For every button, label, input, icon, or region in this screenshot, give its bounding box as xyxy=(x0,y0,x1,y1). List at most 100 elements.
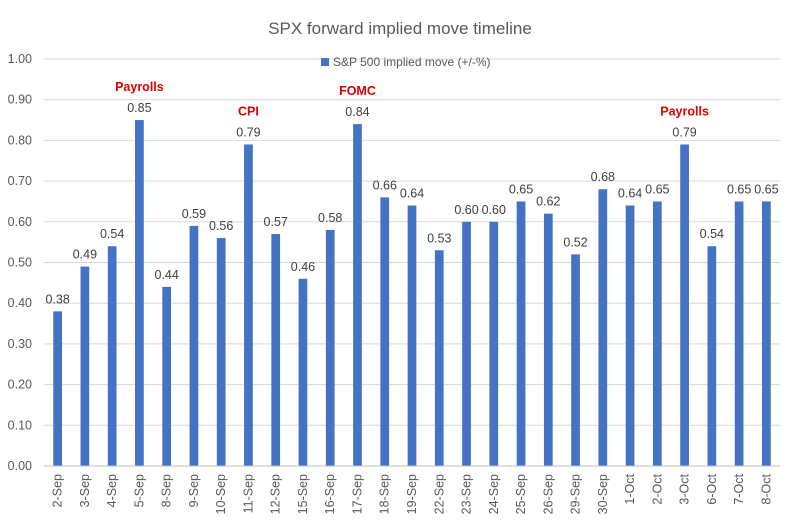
data-label: 0.84 xyxy=(345,105,369,119)
x-tick-label: 1-Oct xyxy=(623,473,637,504)
y-tick-label: 0.40 xyxy=(8,296,32,310)
y-tick-label: 0.20 xyxy=(8,378,32,392)
bar xyxy=(107,246,117,466)
data-label: 0.65 xyxy=(509,182,533,196)
data-label: 0.65 xyxy=(754,182,778,196)
x-tick-label: 16-Sep xyxy=(323,474,337,514)
bar xyxy=(598,189,608,467)
bar xyxy=(80,266,90,466)
y-tick-label: 0.50 xyxy=(8,256,32,270)
x-tick-label: 25-Sep xyxy=(514,474,528,514)
data-label: 0.52 xyxy=(563,235,587,249)
x-tick-label: 6-Oct xyxy=(705,473,719,504)
data-label: 0.64 xyxy=(618,187,642,201)
data-label: 0.49 xyxy=(73,248,97,262)
bar xyxy=(762,201,771,466)
x-tick-label: 10-Sep xyxy=(214,474,228,514)
data-label: 0.64 xyxy=(400,187,424,201)
bars xyxy=(53,120,771,467)
data-label: 0.54 xyxy=(100,227,124,241)
y-tick-label: 0.10 xyxy=(8,418,32,432)
bar xyxy=(434,250,444,466)
bar xyxy=(707,246,717,466)
data-label: 0.79 xyxy=(672,125,696,139)
x-tick-label: 3-Sep xyxy=(78,474,92,507)
data-label: 0.59 xyxy=(182,207,206,221)
x-tick-label: 4-Sep xyxy=(105,474,119,507)
bar xyxy=(216,238,226,466)
y-tick-label: 0.60 xyxy=(8,215,32,229)
data-label: 0.60 xyxy=(482,203,506,217)
bar xyxy=(162,286,172,466)
data-label: 0.53 xyxy=(427,231,451,245)
y-axis-ticks: 0.00 0.10 0.20 0.30 0.40 0.50 0.60 0.70 0.80 0.90… xyxy=(8,52,32,473)
x-tick-label: 22-Sep xyxy=(432,474,446,514)
bar xyxy=(462,221,471,466)
data-label: 0.65 xyxy=(645,182,669,196)
bar xyxy=(489,221,499,466)
x-tick-label: 19-Sep xyxy=(405,474,419,514)
bar xyxy=(271,234,281,466)
x-tick-label: 2-Sep xyxy=(51,474,65,507)
event-annotation: Payrolls xyxy=(660,104,709,118)
event-annotation: CPI xyxy=(238,104,259,118)
y-tick-label: 0.80 xyxy=(8,133,32,147)
x-tick-label: 15-Sep xyxy=(296,474,310,514)
data-label: 0.85 xyxy=(127,101,151,115)
x-tick-label: 24-Sep xyxy=(487,474,501,514)
bar xyxy=(680,144,689,466)
bar xyxy=(189,225,199,466)
bar xyxy=(543,213,553,466)
x-tick-label: 2-Oct xyxy=(650,473,664,504)
event-annotations: Payrolls CPI FOMC Payrolls xyxy=(115,80,709,118)
x-tick-label: 17-Sep xyxy=(350,474,364,514)
legend-swatch xyxy=(321,58,329,66)
x-tick-label: 26-Sep xyxy=(541,474,555,514)
bar xyxy=(571,254,580,466)
bar xyxy=(353,124,362,467)
data-label: 0.54 xyxy=(700,227,724,241)
event-annotation: Payrolls xyxy=(115,80,164,94)
data-label: 0.57 xyxy=(264,215,288,229)
data-label: 0.79 xyxy=(236,125,260,139)
data-label: 0.44 xyxy=(154,268,178,282)
y-tick-label: 0.30 xyxy=(8,337,32,351)
y-tick-label: 0.00 xyxy=(8,459,32,473)
bar xyxy=(380,197,390,466)
x-tick-label: 3-Oct xyxy=(678,473,692,504)
bar xyxy=(516,201,526,466)
data-label: 0.62 xyxy=(536,195,560,209)
legend: S&P 500 implied move (+/-%) xyxy=(321,55,491,69)
data-label: 0.68 xyxy=(591,170,615,184)
data-label: 0.66 xyxy=(373,178,397,192)
x-tick-label: 5-Sep xyxy=(132,474,146,507)
x-tick-label: 9-Sep xyxy=(187,474,201,507)
bar xyxy=(53,311,62,466)
bar xyxy=(734,201,744,466)
bar xyxy=(298,278,308,466)
data-label: 0.46 xyxy=(291,260,315,274)
y-tick-label: 0.90 xyxy=(8,93,32,107)
bar xyxy=(652,201,662,466)
x-tick-label: 30-Sep xyxy=(596,474,610,514)
bar xyxy=(244,144,253,466)
x-axis-ticks: 2-Sep 3-Sep 4-Sep 5-Sep 8-Sep 9-Sep 10-Sep 11-S… xyxy=(51,473,774,514)
data-labels: 0.380.490.540.850.440.590.560.790.570.46… xyxy=(45,101,778,306)
x-tick-label: 11-Sep xyxy=(241,474,255,513)
y-tick-label: 0.70 xyxy=(8,174,32,188)
x-tick-label: 8-Sep xyxy=(160,474,174,507)
x-tick-label: 23-Sep xyxy=(460,474,474,514)
data-label: 0.38 xyxy=(45,292,69,306)
data-label: 0.65 xyxy=(727,182,751,196)
x-tick-label: 18-Sep xyxy=(378,474,392,514)
data-label: 0.56 xyxy=(209,219,233,233)
x-tick-label: 7-Oct xyxy=(732,473,746,504)
x-tick-label: 12-Sep xyxy=(269,474,283,514)
chart-title: SPX forward implied move timeline xyxy=(268,19,532,38)
data-label: 0.58 xyxy=(318,211,342,225)
event-annotation: FOMC xyxy=(339,84,376,98)
y-tick-label: 1.00 xyxy=(8,52,32,66)
bar xyxy=(625,205,635,466)
bar xyxy=(325,229,335,466)
